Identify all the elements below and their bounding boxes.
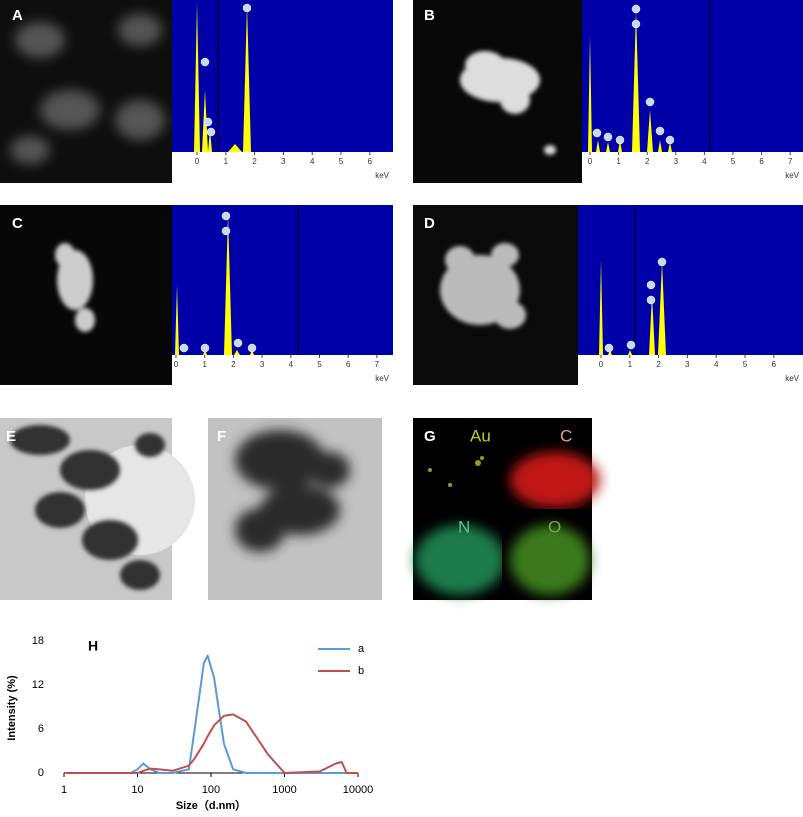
sem-texture — [10, 14, 165, 164]
x-tick-label: 100 — [202, 784, 220, 796]
panel-h: H Size（d.nm） Intensity (%) 1 10 100 1000 100… — [6, 635, 373, 812]
eds-markers — [179, 211, 257, 353]
panel-d: D — [413, 205, 803, 385]
x-tick-label: 1 — [61, 784, 67, 796]
panel-label: E — [6, 428, 16, 445]
eds-tick-label: 6 — [368, 157, 373, 166]
eds-tick-label: 4 — [289, 360, 294, 369]
eds-tick-label: 1 — [616, 157, 621, 166]
eds-tick-label: 6 — [346, 360, 351, 369]
panel-a: A — [0, 0, 393, 183]
x-tick-label: 10000 — [343, 784, 374, 796]
eds-tick-label: 6 — [772, 360, 777, 369]
tem-particles — [10, 425, 165, 590]
eds-axis — [172, 355, 393, 385]
eds-markers — [200, 3, 252, 137]
element-label: Au — [470, 426, 491, 445]
y-tick-label: 0 — [38, 767, 44, 779]
eds-tick-label: 1 — [628, 360, 633, 369]
map-o-signal — [510, 525, 590, 595]
panel-label: B — [424, 7, 435, 24]
eds-tick-label: 1 — [202, 360, 207, 369]
y-tick-label: 12 — [32, 679, 44, 691]
eds-spectrum — [172, 205, 393, 355]
legend-label: b — [358, 665, 364, 677]
legend-label: a — [358, 643, 365, 655]
eds-tick-label: 2 — [656, 360, 661, 369]
eds-axis — [578, 355, 803, 385]
eds-tick-label: 0 — [174, 360, 179, 369]
panel-label: A — [12, 7, 23, 24]
eds-tick-label: 3 — [685, 360, 690, 369]
panel-g: G Au C N O — [413, 418, 600, 600]
eds-peaks — [194, 2, 251, 152]
eds-tick-label: 5 — [317, 360, 322, 369]
element-label: C — [560, 426, 572, 445]
y-tick-label: 6 — [38, 723, 44, 735]
eds-peaks — [599, 260, 666, 355]
eds-tick-label: 3 — [260, 360, 265, 369]
eds-tick-label: 5 — [339, 157, 344, 166]
x-axis-label: Size（d.nm） — [176, 799, 246, 812]
panel-label: D — [424, 215, 435, 232]
sem-particle — [460, 51, 556, 155]
panel-c: C — [0, 205, 393, 385]
eds-tick-label: 3 — [674, 157, 679, 166]
eds-tick-label: 2 — [645, 157, 650, 166]
eds-unit: keV — [375, 374, 389, 383]
x-tick-label: 1000 — [272, 784, 296, 796]
eds-tick-label: 5 — [731, 157, 736, 166]
eds-unit: keV — [785, 374, 799, 383]
eds-spectrum — [578, 205, 803, 355]
panel-label: H — [88, 638, 98, 654]
panel-label: C — [12, 215, 23, 232]
eds-unit: keV — [375, 171, 389, 180]
panel-e: E — [0, 418, 195, 600]
panel-label: F — [217, 428, 226, 445]
map-au — [413, 418, 502, 509]
panel-label: G — [424, 428, 436, 445]
y-tick-label: 18 — [32, 635, 44, 647]
eds-tick-label: 5 — [743, 360, 748, 369]
eds-axis — [582, 152, 803, 183]
eds-tick-label: 7 — [788, 157, 793, 166]
eds-unit: keV — [785, 171, 799, 180]
map-c-signal — [510, 452, 600, 508]
eds-tick-label: 4 — [714, 360, 719, 369]
eds-tick-label: 0 — [195, 157, 200, 166]
eds-tick-label: 2 — [231, 360, 236, 369]
map-au-signal — [428, 456, 484, 487]
element-label: O — [548, 517, 561, 536]
eds-spectrum — [582, 0, 803, 152]
eds-tick-label: 1 — [224, 157, 229, 166]
eds-tick-label: 6 — [759, 157, 764, 166]
eds-tick-label: 0 — [599, 360, 604, 369]
series-line — [64, 713, 358, 774]
panel-b: B — [413, 0, 803, 183]
eds-tick-label: 2 — [252, 157, 257, 166]
eds-tick-label: 0 — [588, 157, 593, 166]
y-axis-label: Intensity (%) — [6, 675, 18, 741]
series-line — [64, 654, 358, 774]
eds-tick-label: 4 — [310, 157, 315, 166]
panel-f: F — [208, 418, 382, 600]
sem-particle — [440, 243, 526, 329]
eds-markers — [592, 4, 675, 145]
eds-tick-label: 3 — [281, 157, 286, 166]
x-tick-label: 10 — [131, 784, 143, 796]
element-label: N — [458, 517, 470, 536]
tem-particles — [235, 430, 350, 552]
eds-markers — [604, 257, 667, 353]
eds-axis — [172, 152, 393, 183]
eds-tick-label: 4 — [702, 157, 707, 166]
sem-particle — [55, 243, 95, 332]
map-n-signal — [415, 525, 505, 595]
eds-spectrum — [172, 0, 393, 152]
eds-tick-label: 7 — [375, 360, 380, 369]
